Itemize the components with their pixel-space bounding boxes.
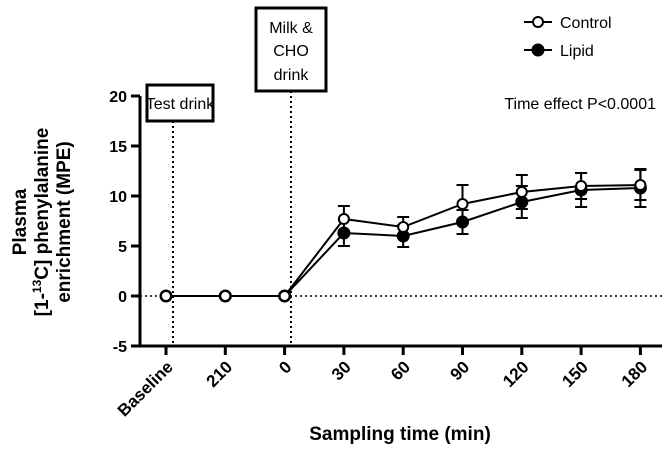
control-data-point bbox=[160, 290, 172, 302]
control-data-point bbox=[575, 180, 588, 192]
y-axis-label-line-3: enrichment (MPE) bbox=[54, 141, 75, 303]
y-tick-label: 5 bbox=[118, 239, 127, 256]
y-axis-label-line-2: [1-13C] phenylalanine bbox=[30, 128, 53, 317]
y-tick-label: 0 bbox=[118, 289, 127, 306]
control-data-point bbox=[634, 179, 647, 191]
y-axis-label-line-1: Plasma bbox=[10, 188, 31, 255]
x-tick-label: 30 bbox=[328, 357, 355, 384]
isotope-prefix: [1- bbox=[32, 293, 53, 316]
x-tick-label: Baseline bbox=[114, 357, 177, 420]
x-tick-label: 90 bbox=[447, 357, 474, 384]
x-tick-label: 180 bbox=[618, 357, 651, 390]
milk-drink-box bbox=[254, 6, 328, 93]
isotope-superscript: 13 bbox=[30, 279, 44, 293]
milk-drink-label-line-3: drink bbox=[274, 67, 310, 84]
legend-control-marker bbox=[532, 16, 544, 28]
control-data-point bbox=[456, 198, 469, 210]
control-data-point bbox=[278, 290, 291, 302]
legend-lipid-label: Lipid bbox=[560, 43, 594, 60]
time-effect-annotation: Time effect P<0.0001 bbox=[504, 96, 656, 113]
x-tick-label: 60 bbox=[387, 357, 414, 384]
legend-lipid-marker bbox=[531, 43, 545, 57]
milk-drink-label-line-2: CHO bbox=[273, 43, 309, 60]
x-tick-label: 210 bbox=[203, 357, 236, 390]
y-tick-label: 10 bbox=[109, 189, 127, 206]
series-control bbox=[160, 169, 647, 302]
control-data-point bbox=[397, 221, 410, 233]
control-data-point bbox=[219, 290, 232, 302]
x-axis-title: Sampling time (min) bbox=[309, 424, 491, 445]
control-data-point bbox=[337, 213, 350, 225]
test-drink-label: Test drink bbox=[146, 96, 215, 113]
x-tick-label: 150 bbox=[558, 357, 591, 390]
y-tick-label: 20 bbox=[109, 89, 127, 106]
y-tick-label: -5 bbox=[113, 339, 127, 356]
x-tick-label: 120 bbox=[499, 357, 532, 390]
control-data-point bbox=[515, 186, 528, 198]
legend-control-label: Control bbox=[560, 15, 612, 32]
y-axis-label-line-2-text: phenylalanine bbox=[32, 128, 53, 255]
y-axis-label: Plasma [1-13C] phenylalanine enrichment … bbox=[10, 128, 75, 317]
test-drink-box bbox=[145, 83, 215, 123]
x-tick-label: 0 bbox=[275, 357, 295, 377]
isotope-suffix: C] bbox=[32, 260, 53, 280]
y-tick-label: 15 bbox=[109, 139, 127, 156]
milk-drink-label-line-1: Milk & bbox=[269, 20, 313, 37]
legend: Control Lipid bbox=[524, 15, 612, 60]
